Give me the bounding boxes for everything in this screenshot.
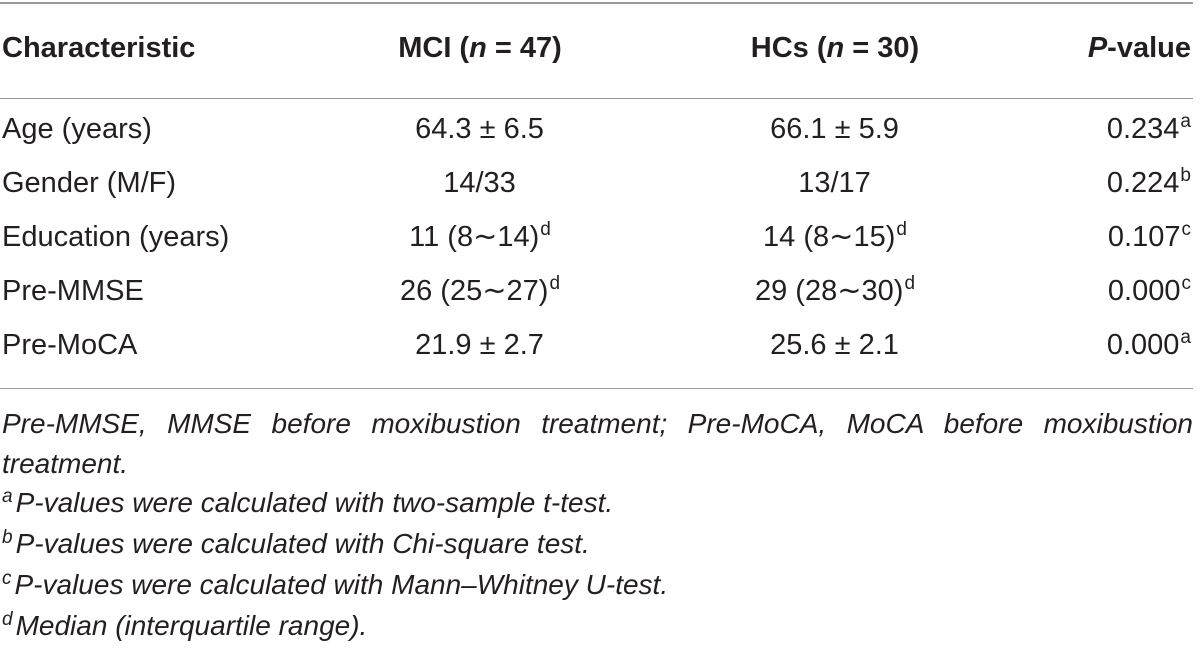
row-label: Pre-MoCA <box>2 329 138 361</box>
row-label: Gender (M/F) <box>2 167 177 199</box>
table-footnotes: Pre-MMSE, MMSE before moxibustion treatm… <box>2 404 1193 648</box>
row-mci-value: 26 (25∼27)d <box>399 273 561 307</box>
footnote-item: c P-values were calculated with Mann–Whit… <box>2 568 669 600</box>
row-hcs-value: 66.1 ± 5.9 <box>770 113 899 145</box>
row-hcs-value: 13/17 <box>798 167 871 199</box>
table-header-row: Characteristic MCI (n = 47) HCs (n = 30)… <box>0 25 1193 71</box>
row-p-value: 0.234a <box>1106 111 1191 145</box>
header-characteristic: Characteristic <box>2 32 196 64</box>
footnote-item: d Median (interquartile range). <box>2 609 368 641</box>
table-top-rule <box>0 2 1193 4</box>
header-hcs: HCs (n = 30) <box>750 32 920 64</box>
row-label: Age (years) <box>2 113 152 145</box>
row-hcs-value: 25.6 ± 2.1 <box>770 329 899 361</box>
row-p-value: 0.000c <box>1107 273 1191 307</box>
row-mci-value: 21.9 ± 2.7 <box>415 329 544 361</box>
header-p-value: P-value <box>1087 32 1191 64</box>
row-p-value: 0.107c <box>1107 219 1191 253</box>
table-bottom-rule <box>0 388 1193 389</box>
footnote-item: b P-values were calculated with Chi-squar… <box>2 527 590 559</box>
row-hcs-value: 29 (28∼30)d <box>754 273 916 307</box>
footnote-abbreviations: Pre-MMSE, MMSE before moxibustion treatm… <box>2 408 1193 479</box>
row-mci-value: 14/33 <box>443 167 516 199</box>
table-header-rule <box>0 98 1193 99</box>
row-mci-value: 11 (8∼14)d <box>409 219 551 253</box>
table-row: Gender (M/F) 14/33 13/17 0.224b <box>0 160 1193 206</box>
table-row: Education (years) 11 (8∼14)d 14 (8∼15)d … <box>0 214 1193 260</box>
row-p-value: 0.224b <box>1106 165 1191 199</box>
table-row: Pre-MMSE 26 (25∼27)d 29 (28∼30)d 0.000c <box>0 268 1193 314</box>
table-row: Pre-MoCA 21.9 ± 2.7 25.6 ± 2.1 0.000a <box>0 322 1193 368</box>
header-mci: MCI (n = 47) <box>398 32 562 64</box>
row-label: Education (years) <box>2 221 230 253</box>
footnote-item: a P-values were calculated with two-sampl… <box>2 486 614 518</box>
row-label: Pre-MMSE <box>2 275 144 307</box>
row-mci-value: 64.3 ± 6.5 <box>415 113 544 145</box>
row-hcs-value: 14 (8∼15)d <box>763 219 907 253</box>
table-row: Age (years) 64.3 ± 6.5 66.1 ± 5.9 0.234a <box>0 106 1193 152</box>
row-p-value: 0.000a <box>1106 327 1191 361</box>
